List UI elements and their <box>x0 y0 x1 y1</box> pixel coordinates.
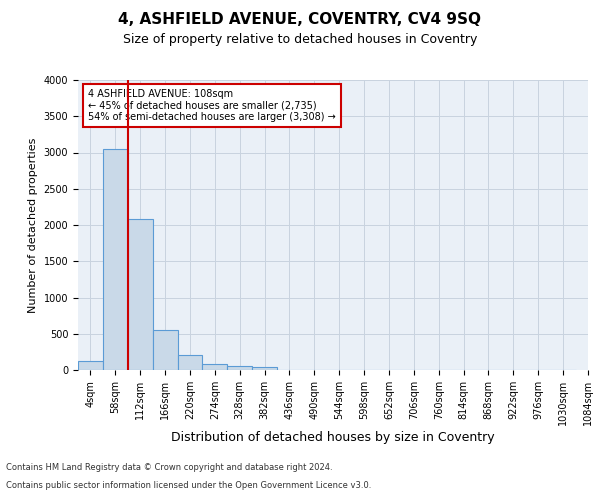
Bar <box>227 366 252 370</box>
Bar <box>103 149 128 370</box>
Text: 4 ASHFIELD AVENUE: 108sqm
← 45% of detached houses are smaller (2,735)
54% of se: 4 ASHFIELD AVENUE: 108sqm ← 45% of detac… <box>88 88 336 122</box>
Text: 4, ASHFIELD AVENUE, COVENTRY, CV4 9SQ: 4, ASHFIELD AVENUE, COVENTRY, CV4 9SQ <box>119 12 482 28</box>
Y-axis label: Number of detached properties: Number of detached properties <box>28 138 38 312</box>
Bar <box>128 219 152 370</box>
Bar <box>178 355 202 370</box>
Text: Contains HM Land Registry data © Crown copyright and database right 2024.: Contains HM Land Registry data © Crown c… <box>6 464 332 472</box>
Bar <box>202 364 227 370</box>
X-axis label: Distribution of detached houses by size in Coventry: Distribution of detached houses by size … <box>171 430 495 444</box>
Text: Size of property relative to detached houses in Coventry: Size of property relative to detached ho… <box>123 32 477 46</box>
Bar <box>252 367 277 370</box>
Bar <box>152 330 178 370</box>
Text: Contains public sector information licensed under the Open Government Licence v3: Contains public sector information licen… <box>6 481 371 490</box>
Bar <box>78 360 103 370</box>
